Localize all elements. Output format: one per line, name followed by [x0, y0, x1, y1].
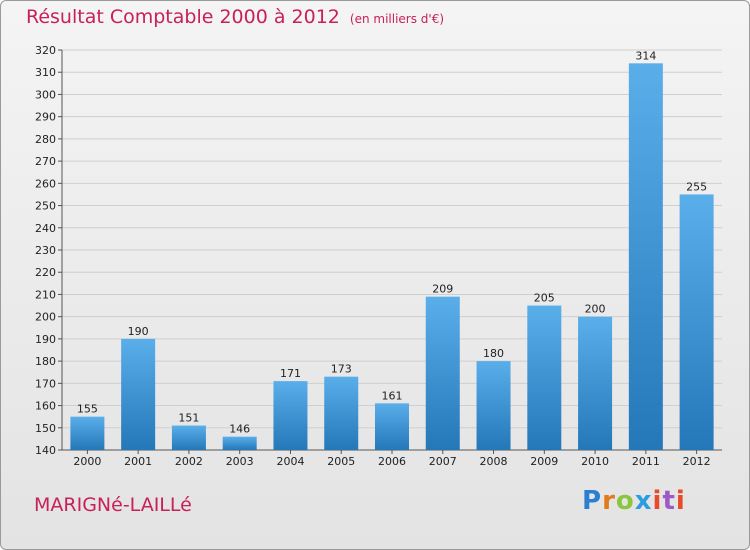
data-label: 151: [178, 412, 199, 425]
y-tick-label: 310: [35, 66, 56, 79]
logo-letter: o: [615, 486, 635, 516]
data-label: 171: [280, 367, 301, 380]
bar-2011: [628, 63, 663, 450]
x-tick-label: 2003: [226, 455, 254, 468]
data-label: 190: [128, 325, 149, 338]
bar-2012: [679, 194, 714, 450]
x-tick-label: 2005: [327, 455, 355, 468]
logo-letter: i: [652, 486, 663, 516]
y-tick-label: 210: [35, 288, 56, 301]
data-label: 161: [382, 389, 403, 402]
bar-2001: [121, 338, 156, 450]
data-label: 200: [585, 303, 606, 316]
x-tick-label: 2007: [429, 455, 457, 468]
logo-letter: i: [675, 486, 686, 516]
data-label: 255: [686, 180, 707, 193]
x-tick-label: 2000: [73, 455, 101, 468]
x-tick-label: 2004: [276, 455, 304, 468]
y-tick-label: 260: [35, 177, 56, 190]
bar-2000: [70, 416, 105, 450]
data-label: 209: [432, 283, 453, 296]
chart-title: Résultat Comptable 2000 à 2012 (en millie…: [26, 6, 445, 28]
x-tick-label: 2006: [378, 455, 406, 468]
x-tick-label: 2008: [480, 455, 508, 468]
y-tick-label: 230: [35, 244, 56, 257]
data-label: 146: [229, 423, 250, 436]
data-label: 155: [77, 403, 98, 416]
data-label: 205: [534, 292, 555, 305]
place-name: MARIGNé-LAILLé: [34, 494, 192, 516]
x-tick-label: 2011: [632, 455, 660, 468]
y-tick-label: 150: [35, 422, 56, 435]
y-tick-label: 290: [35, 111, 56, 124]
logo-letter: r: [602, 486, 616, 516]
labels: 140 150 160 170 180 190 200 210 220 230 240 250 260 2…: [35, 44, 711, 468]
y-tick-label: 280: [35, 133, 56, 146]
bar-2003: [222, 436, 257, 450]
bar-2005: [324, 376, 359, 450]
logo-letter: t: [662, 486, 676, 516]
chart-subtitle: (en milliers d'€): [349, 12, 445, 26]
logo-letter: x: [634, 486, 653, 516]
y-tick-label: 140: [35, 444, 56, 457]
x-tick-label: 2010: [581, 455, 609, 468]
bar-2010: [578, 316, 613, 450]
y-tick-label: 240: [35, 222, 56, 235]
logo-letter: P: [582, 486, 603, 516]
y-tick-label: 270: [35, 155, 56, 168]
data-label: 314: [635, 49, 656, 62]
y-tick-label: 190: [35, 333, 56, 346]
y-tick-label: 160: [35, 400, 56, 413]
y-tick-label: 200: [35, 311, 56, 324]
bar-2008: [476, 361, 511, 450]
bar-2002: [171, 425, 206, 450]
y-tick-label: 170: [35, 377, 56, 390]
bars: [70, 63, 714, 450]
x-tick-label: 2009: [530, 455, 558, 468]
bar-2009: [527, 305, 562, 450]
bar-2006: [375, 403, 409, 450]
x-tick-label: 2012: [683, 455, 711, 468]
data-label: 180: [483, 347, 504, 360]
x-tick-label: 2002: [175, 455, 203, 468]
y-tick-label: 320: [35, 44, 56, 57]
y-tick-label: 180: [35, 355, 56, 368]
data-label: 173: [331, 363, 352, 376]
y-tick-label: 250: [35, 200, 56, 213]
bar-2004: [273, 381, 308, 450]
proxiti-logo: Proxiti: [582, 486, 686, 516]
x-tick-label: 2001: [124, 455, 152, 468]
y-tick-label: 300: [35, 88, 56, 101]
y-tick-label: 220: [35, 266, 56, 279]
bar-2007: [425, 296, 460, 450]
